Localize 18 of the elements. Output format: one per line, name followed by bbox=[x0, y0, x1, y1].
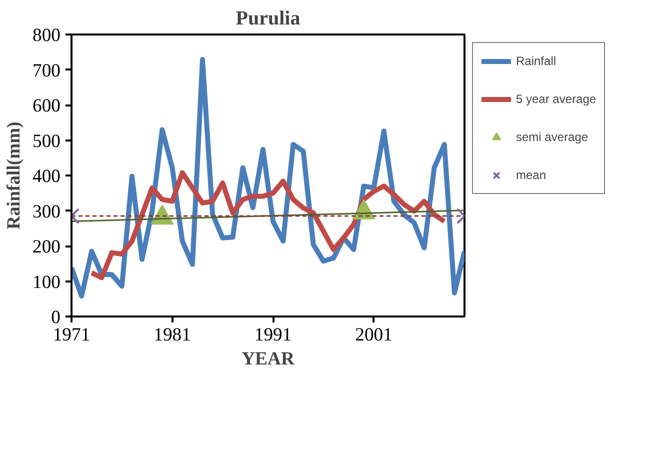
x-axis-title: YEAR bbox=[242, 348, 295, 370]
y-tick-label: 300 bbox=[32, 201, 60, 222]
y-tick-label: 200 bbox=[32, 236, 60, 258]
legend-label: 5 year average bbox=[516, 92, 596, 106]
legend-label: Rainfall bbox=[516, 54, 556, 68]
y-tick-label: 100 bbox=[32, 272, 60, 293]
chart-title: Purulia bbox=[236, 8, 300, 30]
y-tick-label: 700 bbox=[32, 60, 60, 82]
legend-label: mean bbox=[516, 168, 546, 182]
x-tick-label: 1991 bbox=[254, 324, 292, 346]
y-tick-label: 800 bbox=[32, 25, 60, 46]
y-axis-title: Rainfall(mm) bbox=[4, 122, 25, 230]
y-tick-label: 500 bbox=[32, 130, 60, 152]
y-tick-label: 600 bbox=[32, 96, 60, 116]
x-tick-label: 2001 bbox=[355, 324, 392, 346]
legend-label: semi average bbox=[516, 130, 588, 144]
y-tick-label: 400 bbox=[32, 166, 60, 187]
x-tick-label: 1981 bbox=[154, 324, 191, 346]
